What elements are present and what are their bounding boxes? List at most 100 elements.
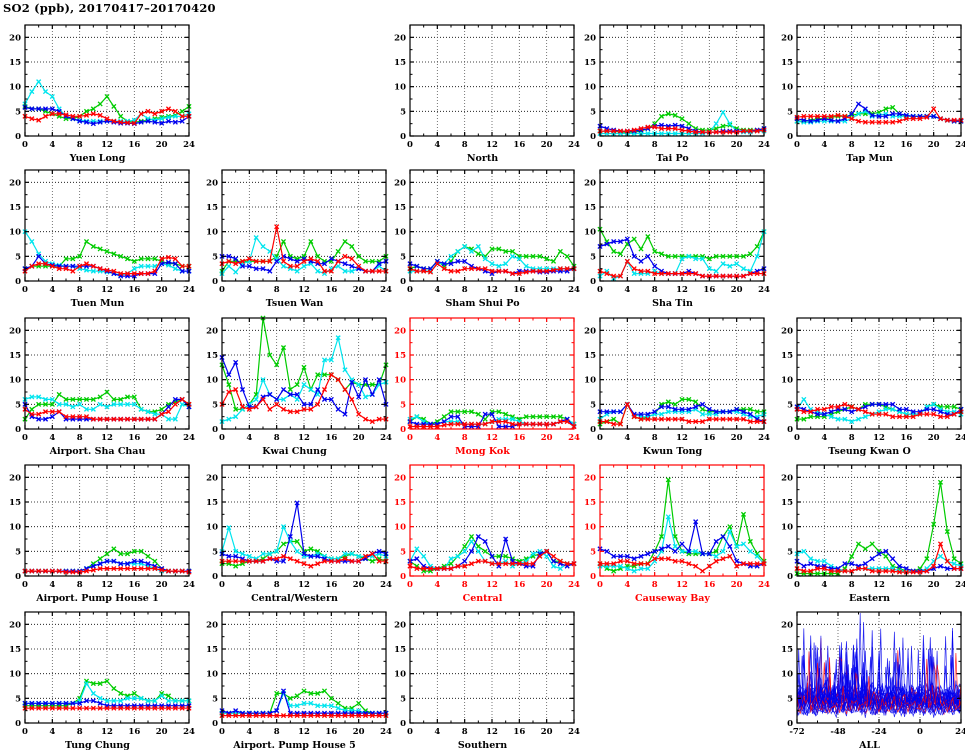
svg-text:20: 20 (781, 326, 793, 336)
svg-text:20: 20 (394, 326, 406, 336)
svg-text:10: 10 (394, 83, 406, 93)
svg-text:16: 16 (900, 433, 912, 443)
svg-text:5: 5 (212, 400, 218, 410)
panel-title: Airport. Pump House 1 (36, 593, 159, 604)
panel-mong-kok: 0 5 10 15 20 0 4 8 12 16 20 24 Mong Kok (385, 315, 580, 457)
svg-text:10: 10 (394, 670, 406, 680)
svg-text:20: 20 (541, 140, 553, 150)
svg-text:0: 0 (407, 580, 413, 590)
svg-text:0: 0 (407, 727, 413, 737)
svg-text:10: 10 (781, 523, 793, 533)
svg-text:15: 15 (206, 498, 218, 508)
svg-text:8: 8 (849, 580, 855, 590)
svg-text:20: 20 (928, 433, 940, 443)
svg-text:8: 8 (77, 140, 83, 150)
svg-text:0: 0 (15, 277, 21, 287)
svg-text:0: 0 (794, 580, 800, 590)
panel-title: Mong Kok (455, 446, 510, 457)
svg-text:5: 5 (400, 400, 406, 410)
svg-text:0: 0 (15, 572, 21, 582)
panel-kwai-chung: 0 5 10 15 20 0 4 8 12 16 20 24 Kwai Chung (197, 315, 392, 457)
svg-text:12: 12 (298, 580, 310, 590)
svg-text:4: 4 (49, 285, 55, 295)
svg-text:4: 4 (624, 285, 630, 295)
svg-text:10: 10 (9, 83, 21, 93)
panel-causeway-bay: 0 5 10 15 20 0 4 8 12 16 20 24 Causeway Bay (575, 462, 770, 604)
panel-title: Eastern (848, 593, 891, 604)
svg-text:20: 20 (156, 727, 168, 737)
panel-kwun-tong: 0 5 10 15 20 0 4 8 12 16 20 24 Kwun Tong (575, 315, 770, 457)
svg-text:20: 20 (206, 178, 218, 188)
svg-text:20: 20 (541, 285, 553, 295)
svg-text:24: 24 (568, 433, 580, 443)
svg-text:8: 8 (652, 433, 658, 443)
svg-text:4: 4 (434, 140, 440, 150)
svg-text:20: 20 (206, 620, 218, 630)
svg-text:4: 4 (434, 433, 440, 443)
svg-text:16: 16 (128, 727, 140, 737)
svg-text:-48: -48 (830, 727, 845, 737)
panel-title: Airport. Sha Chau (49, 446, 146, 457)
svg-text:24: 24 (568, 140, 580, 150)
svg-text:10: 10 (584, 523, 596, 533)
svg-text:0: 0 (597, 285, 603, 295)
svg-text:10: 10 (394, 228, 406, 238)
svg-text:5: 5 (15, 547, 21, 557)
svg-text:0: 0 (597, 433, 603, 443)
svg-text:5: 5 (15, 107, 21, 117)
svg-text:12: 12 (298, 285, 310, 295)
page-title: SO2 (ppb), 20170417–20170420 (3, 1, 216, 15)
svg-text:20: 20 (156, 285, 168, 295)
svg-text:10: 10 (206, 376, 218, 386)
svg-text:5: 5 (590, 107, 596, 117)
panel-title: North (466, 153, 499, 164)
svg-text:24: 24 (568, 727, 580, 737)
svg-text:4: 4 (49, 727, 55, 737)
svg-text:24: 24 (955, 727, 965, 737)
svg-text:0: 0 (400, 277, 406, 287)
svg-text:24: 24 (183, 140, 195, 150)
svg-text:0: 0 (787, 425, 793, 435)
svg-text:5: 5 (787, 400, 793, 410)
svg-text:5: 5 (400, 107, 406, 117)
svg-text:15: 15 (9, 645, 21, 655)
svg-text:20: 20 (731, 140, 743, 150)
svg-text:12: 12 (486, 433, 498, 443)
svg-text:5: 5 (787, 107, 793, 117)
svg-text:5: 5 (590, 547, 596, 557)
svg-text:20: 20 (9, 326, 21, 336)
svg-text:15: 15 (206, 645, 218, 655)
svg-text:24: 24 (955, 580, 965, 590)
svg-text:8: 8 (652, 580, 658, 590)
svg-text:12: 12 (101, 285, 113, 295)
svg-text:20: 20 (928, 580, 940, 590)
svg-text:0: 0 (219, 285, 225, 295)
panel-title: Tsuen Wan (265, 298, 324, 309)
svg-text:4: 4 (246, 727, 252, 737)
svg-text:15: 15 (9, 498, 21, 508)
svg-text:16: 16 (513, 140, 525, 150)
svg-text:8: 8 (849, 433, 855, 443)
svg-text:20: 20 (584, 326, 596, 336)
svg-text:4: 4 (246, 285, 252, 295)
svg-text:4: 4 (49, 140, 55, 150)
panel-all: 0 5 10 15 20 -72 -48 -24 0 24 ALL (772, 609, 965, 751)
svg-text:8: 8 (77, 433, 83, 443)
svg-text:8: 8 (274, 580, 280, 590)
svg-text:16: 16 (703, 580, 715, 590)
panel-airport-pump-house-1: 0 5 10 15 20 0 4 8 12 16 20 24 Airport. Pump House 1 (0, 462, 195, 604)
svg-text:12: 12 (486, 727, 498, 737)
svg-text:8: 8 (77, 727, 83, 737)
svg-text:0: 0 (917, 727, 923, 737)
svg-text:15: 15 (206, 203, 218, 213)
svg-text:4: 4 (624, 140, 630, 150)
svg-text:4: 4 (434, 285, 440, 295)
svg-text:20: 20 (156, 580, 168, 590)
svg-text:15: 15 (9, 58, 21, 68)
svg-text:24: 24 (758, 285, 770, 295)
svg-text:20: 20 (731, 285, 743, 295)
svg-text:15: 15 (584, 58, 596, 68)
svg-text:16: 16 (325, 285, 337, 295)
panel-north: 0 5 10 15 20 0 4 8 12 16 20 24 North (385, 22, 580, 164)
